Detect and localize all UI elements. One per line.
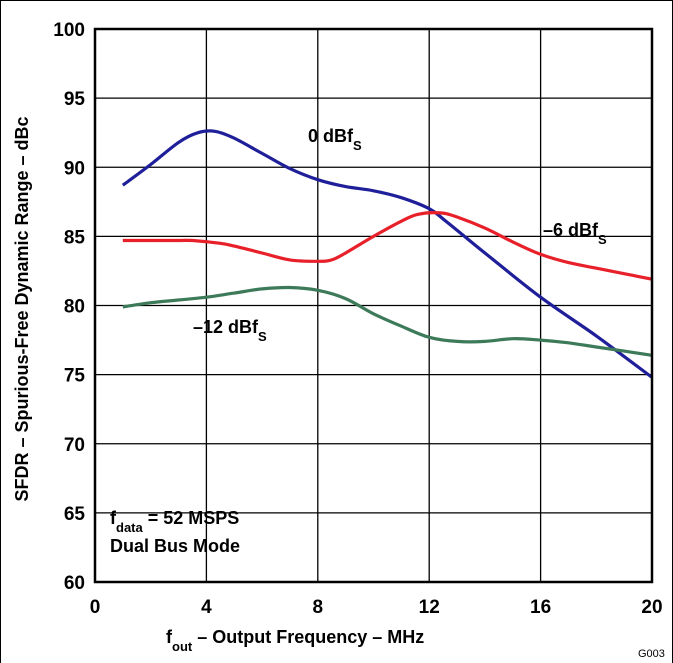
series-label-12dbfs: –12 dBfS [193,317,267,344]
series-label-6dbfs: –6 dBfS [543,220,607,247]
series-label-0dbfs-sub: S [353,138,362,153]
x-axis-label-sub: out [172,639,193,654]
x-axis-label: fout – Output Frequency – MHz [166,627,424,654]
x-tick-12: 12 [419,597,440,618]
series-label-6dbfs-sub: S [598,232,607,247]
y-tick-60: 60 [64,573,85,594]
y-tick-80: 80 [64,297,85,318]
x-tick-4: 4 [201,597,212,618]
y-tick-70: 70 [64,435,85,456]
condition-data-rate-rest: = 52 MSPS [143,508,240,528]
y-tick-75: 75 [64,366,86,387]
series-line-minus12dbfs [122,285,653,357]
series-label-12dbfs-sub: S [258,329,267,344]
data-series [121,129,653,379]
figure-id: G003 [638,648,665,660]
x-tick-16: 16 [530,597,551,618]
series-label-0dbfs-main: 0 dBf [308,126,354,146]
x-tick-8: 8 [313,597,324,618]
condition-data-rate: fdata = 52 MSPS [110,508,239,535]
x-axis-label-rest: – Output Frequency – MHz [192,627,424,647]
y-axis-tick-labels: 60 65 70 75 80 85 90 95 100 [53,20,85,594]
condition-bus-mode: Dual Bus Mode [110,536,240,556]
series-label-12dbfs-main: –12 dBf [193,317,259,337]
y-tick-85: 85 [64,227,86,248]
x-axis-label-f: f [166,627,173,647]
y-tick-95: 95 [64,89,86,110]
condition-data-rate-sub: data [116,520,144,535]
y-tick-100: 100 [53,20,85,41]
y-tick-90: 90 [64,158,85,179]
plot-area-border [93,27,654,584]
y-tick-65: 65 [64,504,86,525]
x-axis-tick-labels: 0 4 8 12 16 20 [90,597,663,618]
series-line-minus6dbfs [122,211,653,281]
y-axis-label: SFDR – Spurious-Free Dynamic Range – dBc [12,116,32,501]
grid-lines [95,29,652,582]
series-line-0dbfs [121,129,653,379]
condition-data-rate-f: f [110,508,117,528]
x-tick-0: 0 [90,597,101,618]
series-label-0dbfs: 0 dBfS [308,126,362,153]
series-label-6dbfs-main: –6 dBf [543,220,599,240]
x-tick-20: 20 [641,597,662,618]
